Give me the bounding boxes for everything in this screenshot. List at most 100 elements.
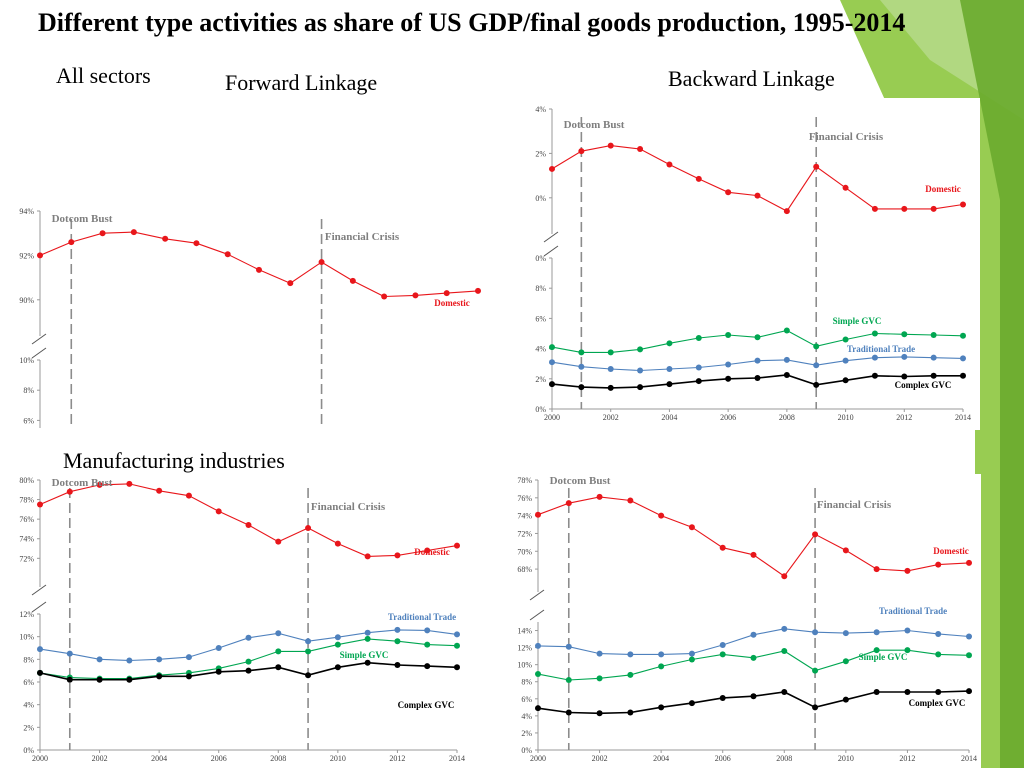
data-point-domestic bbox=[364, 553, 371, 560]
data-point-traditional-trade bbox=[607, 365, 614, 372]
series-simple-gvc bbox=[535, 647, 972, 684]
data-point-complex-gvc bbox=[725, 375, 732, 382]
axis-break-mark bbox=[529, 589, 545, 601]
data-point-simple-gvc bbox=[719, 651, 726, 658]
data-point-complex-gvc bbox=[960, 372, 966, 379]
data-point-complex-gvc bbox=[873, 688, 880, 695]
data-point-simple-gvc bbox=[364, 635, 371, 642]
axis-break-mark bbox=[31, 601, 47, 613]
data-point-simple-gvc bbox=[754, 334, 761, 341]
data-point-domestic bbox=[842, 547, 849, 554]
data-point-domestic bbox=[842, 184, 849, 191]
data-point-domestic bbox=[565, 500, 572, 507]
data-point-complex-gvc bbox=[719, 694, 726, 701]
data-point-domestic bbox=[454, 542, 460, 549]
data-point-domestic bbox=[966, 559, 972, 566]
data-point-traditional-trade bbox=[126, 657, 133, 664]
chart-forward-all-sectors: 90%92%94%0%2%4%6%8%10%200020022004200620… bbox=[0, 100, 490, 428]
data-point-complex-gvc bbox=[607, 384, 614, 391]
data-point-domestic bbox=[781, 573, 788, 580]
data-point-domestic bbox=[185, 492, 192, 499]
data-point-domestic bbox=[930, 205, 937, 212]
data-point-traditional-trade bbox=[275, 630, 282, 637]
section-label-all-sectors: All sectors bbox=[56, 63, 151, 88]
y-tick-label: 10% bbox=[517, 661, 532, 670]
data-point-domestic bbox=[904, 567, 911, 574]
series-label-domestic: Domestic bbox=[414, 547, 450, 557]
y-tick-label: 2% bbox=[521, 729, 532, 738]
data-point-simple-gvc bbox=[842, 336, 849, 343]
series-simple-gvc bbox=[549, 327, 966, 356]
data-point-domestic bbox=[627, 497, 634, 504]
x-tick-label: 2000 bbox=[530, 754, 546, 763]
x-tick-label: 2014 bbox=[955, 413, 971, 422]
section-label-backward-linkage: Backward Linkage bbox=[668, 66, 835, 91]
data-point-domestic bbox=[275, 538, 282, 545]
data-point-simple-gvc bbox=[873, 647, 880, 654]
data-point-simple-gvc bbox=[565, 677, 572, 684]
data-point-traditional-trade bbox=[750, 631, 757, 638]
data-point-domestic bbox=[334, 540, 341, 547]
series-complex-gvc bbox=[37, 659, 460, 683]
x-tick-label: 2006 bbox=[715, 754, 731, 763]
data-point-complex-gvc bbox=[394, 662, 401, 668]
data-point-traditional-trade bbox=[935, 630, 942, 637]
y-tick-label: 0% bbox=[521, 746, 532, 755]
y-tick-label: 6% bbox=[23, 678, 34, 687]
data-point-complex-gvc bbox=[424, 663, 431, 670]
x-tick-label: 2000 bbox=[544, 413, 560, 422]
data-point-simple-gvc bbox=[960, 332, 966, 339]
series-label-simple-gvc: Simple GVC bbox=[340, 650, 389, 660]
data-point-traditional-trade bbox=[719, 642, 726, 649]
y-tick-label: 90% bbox=[535, 194, 546, 203]
data-point-complex-gvc bbox=[565, 709, 572, 716]
data-point-domestic bbox=[873, 566, 880, 573]
data-point-simple-gvc bbox=[637, 346, 644, 353]
data-point-domestic bbox=[68, 239, 75, 246]
data-point-traditional-trade bbox=[666, 365, 673, 372]
data-point-simple-gvc bbox=[245, 658, 252, 665]
y-tick-label: 2% bbox=[535, 375, 546, 384]
data-point-complex-gvc bbox=[842, 696, 849, 703]
data-point-domestic bbox=[245, 522, 252, 529]
data-point-domestic bbox=[871, 205, 878, 212]
data-point-traditional-trade bbox=[904, 627, 911, 634]
data-point-simple-gvc bbox=[695, 335, 702, 342]
data-point-complex-gvc bbox=[750, 693, 757, 700]
data-point-domestic bbox=[935, 561, 942, 568]
series-label-simple-gvc: Simple GVC bbox=[859, 652, 908, 662]
data-point-simple-gvc bbox=[966, 652, 972, 659]
series-domestic bbox=[37, 229, 481, 300]
data-point-domestic bbox=[215, 508, 222, 515]
data-point-complex-gvc bbox=[812, 704, 819, 711]
data-point-simple-gvc bbox=[424, 641, 431, 648]
data-point-domestic bbox=[96, 481, 103, 488]
chart-background bbox=[0, 476, 492, 768]
data-point-complex-gvc bbox=[842, 377, 849, 384]
data-point-traditional-trade bbox=[637, 367, 644, 374]
data-point-domestic bbox=[256, 266, 262, 273]
y-tick-label: 12% bbox=[19, 610, 34, 619]
data-point-domestic bbox=[224, 251, 231, 258]
series-traditional-trade bbox=[549, 353, 966, 374]
data-point-complex-gvc bbox=[813, 381, 820, 388]
series-traditional-trade bbox=[535, 625, 972, 658]
data-point-simple-gvc bbox=[688, 656, 695, 663]
data-point-domestic bbox=[443, 290, 450, 297]
y-tick-label: 74% bbox=[517, 512, 532, 521]
y-tick-label: 70% bbox=[517, 547, 532, 556]
data-point-complex-gvc bbox=[754, 375, 761, 382]
data-point-domestic bbox=[156, 487, 163, 494]
y-tick-label: 0% bbox=[23, 746, 34, 755]
data-point-domestic bbox=[596, 493, 603, 500]
data-point-domestic bbox=[126, 480, 133, 487]
data-point-traditional-trade bbox=[873, 629, 880, 636]
data-point-simple-gvc bbox=[783, 327, 790, 334]
data-point-domestic bbox=[130, 229, 137, 236]
data-point-complex-gvc bbox=[935, 688, 942, 695]
y-tick-label: 6% bbox=[521, 695, 532, 704]
x-tick-label: 2014 bbox=[961, 754, 977, 763]
axis-break-mark bbox=[529, 609, 545, 621]
x-tick-label: 2000 bbox=[32, 754, 48, 763]
data-point-domestic bbox=[666, 161, 673, 168]
